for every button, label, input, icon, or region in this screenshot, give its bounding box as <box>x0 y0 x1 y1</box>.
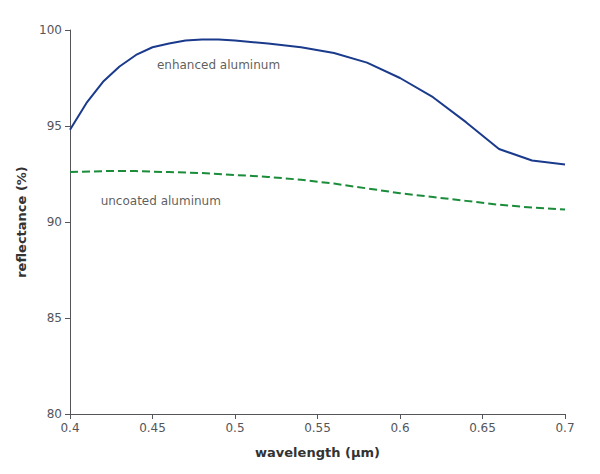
svg-text:0.7: 0.7 <box>555 421 574 435</box>
svg-text:enhanced aluminum: enhanced aluminum <box>157 58 280 72</box>
svg-text:90: 90 <box>47 215 62 229</box>
svg-text:85: 85 <box>47 311 62 325</box>
svg-text:0.5: 0.5 <box>225 421 244 435</box>
svg-text:uncoated aluminum: uncoated aluminum <box>101 194 221 208</box>
svg-text:0.4: 0.4 <box>60 421 79 435</box>
svg-text:wavelength (μm): wavelength (μm) <box>255 445 380 460</box>
svg-text:100: 100 <box>39 23 62 37</box>
svg-text:reflectance (%): reflectance (%) <box>14 166 29 278</box>
svg-text:0.45: 0.45 <box>139 421 166 435</box>
svg-text:0.6: 0.6 <box>390 421 409 435</box>
svg-text:80: 80 <box>47 407 62 421</box>
svg-text:0.65: 0.65 <box>469 421 496 435</box>
svg-text:95: 95 <box>47 119 62 133</box>
svg-text:0.55: 0.55 <box>304 421 331 435</box>
